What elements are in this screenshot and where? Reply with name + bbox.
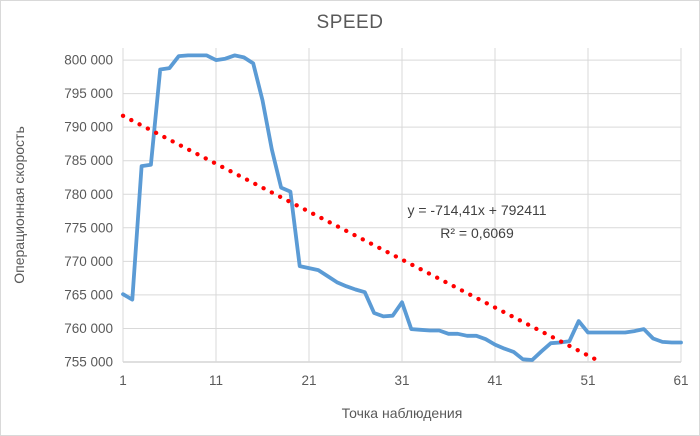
trendline-equation: y = -714,41x + 792411: [407, 202, 547, 218]
y-tick-label: 765 000: [64, 287, 113, 302]
y-tick-label: 770 000: [64, 254, 113, 269]
x-tick-label: 21: [301, 373, 316, 388]
trendline-label: y = -714,41x + 792411 R² = 0,6069: [407, 199, 546, 245]
y-tick-label: 790 000: [64, 120, 113, 135]
y-tick-label: 800 000: [64, 53, 113, 68]
y-tick-label: 755 000: [64, 355, 113, 370]
y-axis-title: Операционная скорость: [11, 126, 27, 284]
trendline: [120, 113, 603, 365]
y-tick-label: 760 000: [64, 321, 113, 336]
x-tick-label: 61: [673, 373, 688, 388]
trendline-r2: R² = 0,6069: [440, 225, 514, 241]
x-tick-label: 51: [580, 373, 595, 388]
x-tick-label: 11: [209, 373, 223, 388]
x-tick-label: 31: [394, 373, 409, 388]
chart-title: SPEED: [316, 12, 384, 33]
y-tick-label: 780 000: [64, 187, 113, 202]
series-line: [121, 53, 683, 362]
x-tick-label: 1: [119, 373, 127, 388]
y-tick-label: 775 000: [64, 220, 113, 235]
x-tick-label: 41: [487, 373, 502, 388]
y-tick-label: 795 000: [64, 86, 113, 101]
y-tick-label: 785 000: [64, 153, 113, 168]
x-axis-title: Точка наблюдения: [341, 405, 463, 421]
